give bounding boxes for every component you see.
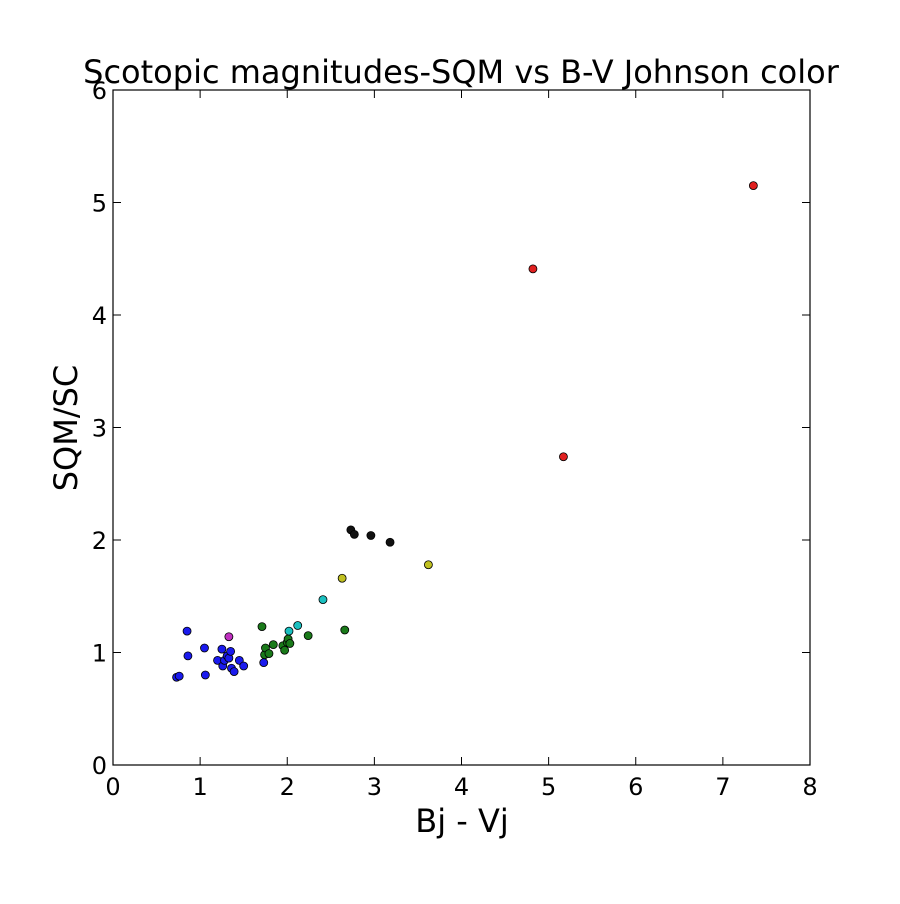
y-tick-label: 6 (92, 77, 107, 105)
data-point (293, 621, 303, 630)
data-point (423, 560, 433, 570)
data-point (226, 646, 236, 656)
x-axis-label: Bj - Vj (415, 802, 509, 840)
x-tick-label: 3 (367, 773, 382, 801)
x-tick-label: 1 (192, 773, 207, 801)
data-points (172, 181, 758, 682)
data-point (224, 632, 234, 642)
y-tick-label: 3 (92, 415, 107, 443)
data-point (559, 452, 568, 462)
chart-title: Scotopic magnitudes-SQM vs B-V Johnson c… (83, 53, 840, 91)
data-point (182, 626, 192, 636)
y-tick-label: 5 (92, 190, 107, 218)
data-point (174, 671, 184, 681)
data-point (257, 622, 267, 632)
data-point (385, 537, 395, 547)
data-point (340, 625, 350, 635)
data-point (280, 645, 290, 655)
data-point (183, 651, 193, 661)
x-tick-label: 7 (715, 773, 730, 801)
x-tick-label: 2 (280, 773, 295, 801)
x-tick-label: 8 (802, 773, 817, 801)
y-tick-label: 4 (92, 302, 107, 330)
data-point (337, 573, 347, 583)
data-point (284, 626, 294, 636)
y-tick-label: 1 (92, 640, 107, 668)
data-point (285, 639, 295, 648)
data-point (268, 640, 278, 650)
data-point (366, 531, 376, 540)
y-axis-label: SQM/SC (47, 365, 85, 492)
data-point (259, 658, 269, 668)
data-point (200, 670, 210, 680)
data-point (217, 644, 227, 654)
plot-area-frame (112, 89, 811, 766)
data-point (303, 631, 313, 641)
x-tick-label: 4 (454, 773, 469, 801)
x-tick-label: 0 (105, 773, 120, 801)
data-point (229, 667, 239, 677)
data-point (318, 595, 328, 605)
data-point (528, 264, 538, 274)
data-point (264, 649, 274, 659)
data-point (748, 181, 758, 191)
x-tick-label: 5 (541, 773, 556, 801)
data-point (239, 661, 249, 671)
y-tick-label: 2 (92, 527, 107, 555)
x-tick-label: 6 (628, 773, 643, 801)
data-point (200, 643, 209, 653)
y-tick-label: 0 (92, 752, 107, 780)
axis-ticks: 0 1 2 3 4 5 6 7 8 0 1 2 3 4 5 6 (92, 77, 818, 801)
data-point (349, 529, 359, 539)
